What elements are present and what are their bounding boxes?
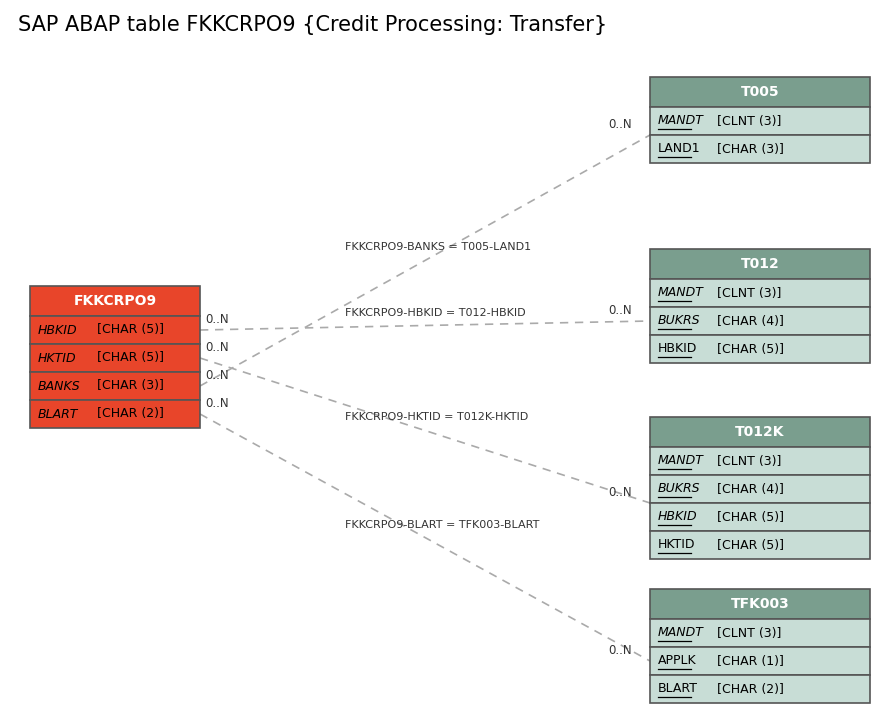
Text: [CHAR (1)]: [CHAR (1)]: [713, 655, 784, 668]
Text: BUKRS: BUKRS: [658, 315, 701, 328]
Bar: [30, 344, 200, 372]
Text: MANDT: MANDT: [658, 455, 704, 467]
Bar: [650, 503, 870, 531]
Bar: [650, 647, 870, 675]
Text: HBKID: HBKID: [658, 343, 697, 356]
Text: HBKID: HBKID: [658, 511, 697, 523]
Bar: [650, 447, 870, 475]
Bar: [650, 307, 870, 335]
Text: BANKS: BANKS: [38, 379, 81, 392]
Text: T012K: T012K: [735, 425, 785, 439]
Bar: [30, 286, 200, 316]
Text: [CHAR (5)]: [CHAR (5)]: [93, 323, 164, 336]
Text: MANDT: MANDT: [658, 287, 704, 300]
Text: FKKCRPO9-BLART = TFK003-BLART: FKKCRPO9-BLART = TFK003-BLART: [345, 520, 539, 529]
Text: [CHAR (5)]: [CHAR (5)]: [713, 511, 784, 523]
Bar: [650, 675, 870, 703]
Text: TFK003: TFK003: [731, 597, 789, 611]
Text: 0..N: 0..N: [205, 397, 228, 410]
Text: FKKCRPO9-HKTID = T012K-HKTID: FKKCRPO9-HKTID = T012K-HKTID: [345, 412, 528, 422]
Text: [CLNT (3)]: [CLNT (3)]: [713, 627, 781, 640]
Bar: [30, 400, 200, 428]
Text: MANDT: MANDT: [658, 115, 704, 128]
Text: APPLK: APPLK: [658, 655, 696, 668]
Text: SAP ABAP table FKKCRPO9 {Credit Processing: Transfer}: SAP ABAP table FKKCRPO9 {Credit Processi…: [18, 15, 607, 35]
Bar: [650, 249, 870, 279]
Text: [CLNT (3)]: [CLNT (3)]: [713, 115, 781, 128]
Text: [CHAR (4)]: [CHAR (4)]: [713, 315, 784, 328]
Text: [CHAR (2)]: [CHAR (2)]: [93, 407, 164, 420]
Text: BLART: BLART: [38, 407, 79, 420]
Text: HKTID: HKTID: [658, 538, 696, 551]
Text: [CHAR (4)]: [CHAR (4)]: [713, 483, 784, 495]
Text: 0..N: 0..N: [205, 313, 228, 326]
Text: HBKID: HBKID: [38, 323, 78, 336]
Text: HKTID: HKTID: [38, 351, 77, 364]
Text: FKKCRPO9: FKKCRPO9: [73, 294, 157, 308]
Bar: [650, 279, 870, 307]
Text: [CLNT (3)]: [CLNT (3)]: [713, 455, 781, 467]
Text: [CHAR (3)]: [CHAR (3)]: [93, 379, 164, 392]
Text: BLART: BLART: [658, 683, 698, 695]
Text: [CHAR (3)]: [CHAR (3)]: [713, 143, 784, 156]
Text: FKKCRPO9-BANKS = T005-LAND1: FKKCRPO9-BANKS = T005-LAND1: [345, 242, 531, 252]
Text: LAND1: LAND1: [658, 143, 701, 156]
Bar: [650, 335, 870, 363]
Bar: [650, 107, 870, 135]
Text: [CHAR (2)]: [CHAR (2)]: [713, 683, 784, 695]
Bar: [650, 475, 870, 503]
Text: T005: T005: [741, 85, 780, 99]
Text: FKKCRPO9-HBKID = T012-HBKID: FKKCRPO9-HBKID = T012-HBKID: [345, 308, 526, 318]
Text: [CHAR (5)]: [CHAR (5)]: [713, 538, 784, 551]
Text: 0..N: 0..N: [205, 369, 228, 382]
Text: [CLNT (3)]: [CLNT (3)]: [713, 287, 781, 300]
Text: MANDT: MANDT: [658, 627, 704, 640]
Text: BUKRS: BUKRS: [658, 483, 701, 495]
Text: [CHAR (5)]: [CHAR (5)]: [93, 351, 164, 364]
Text: 0..N: 0..N: [608, 118, 632, 131]
Bar: [650, 135, 870, 163]
Bar: [650, 417, 870, 447]
Text: T012: T012: [741, 257, 780, 271]
Bar: [30, 372, 200, 400]
Text: [CHAR (5)]: [CHAR (5)]: [713, 343, 784, 356]
Text: 0..N: 0..N: [205, 341, 228, 354]
Text: 0..N: 0..N: [608, 644, 632, 657]
Bar: [650, 589, 870, 619]
Text: 0..N: 0..N: [608, 486, 632, 499]
Bar: [650, 77, 870, 107]
Bar: [650, 531, 870, 559]
Bar: [650, 619, 870, 647]
Text: 0..N: 0..N: [608, 304, 632, 317]
Bar: [30, 316, 200, 344]
